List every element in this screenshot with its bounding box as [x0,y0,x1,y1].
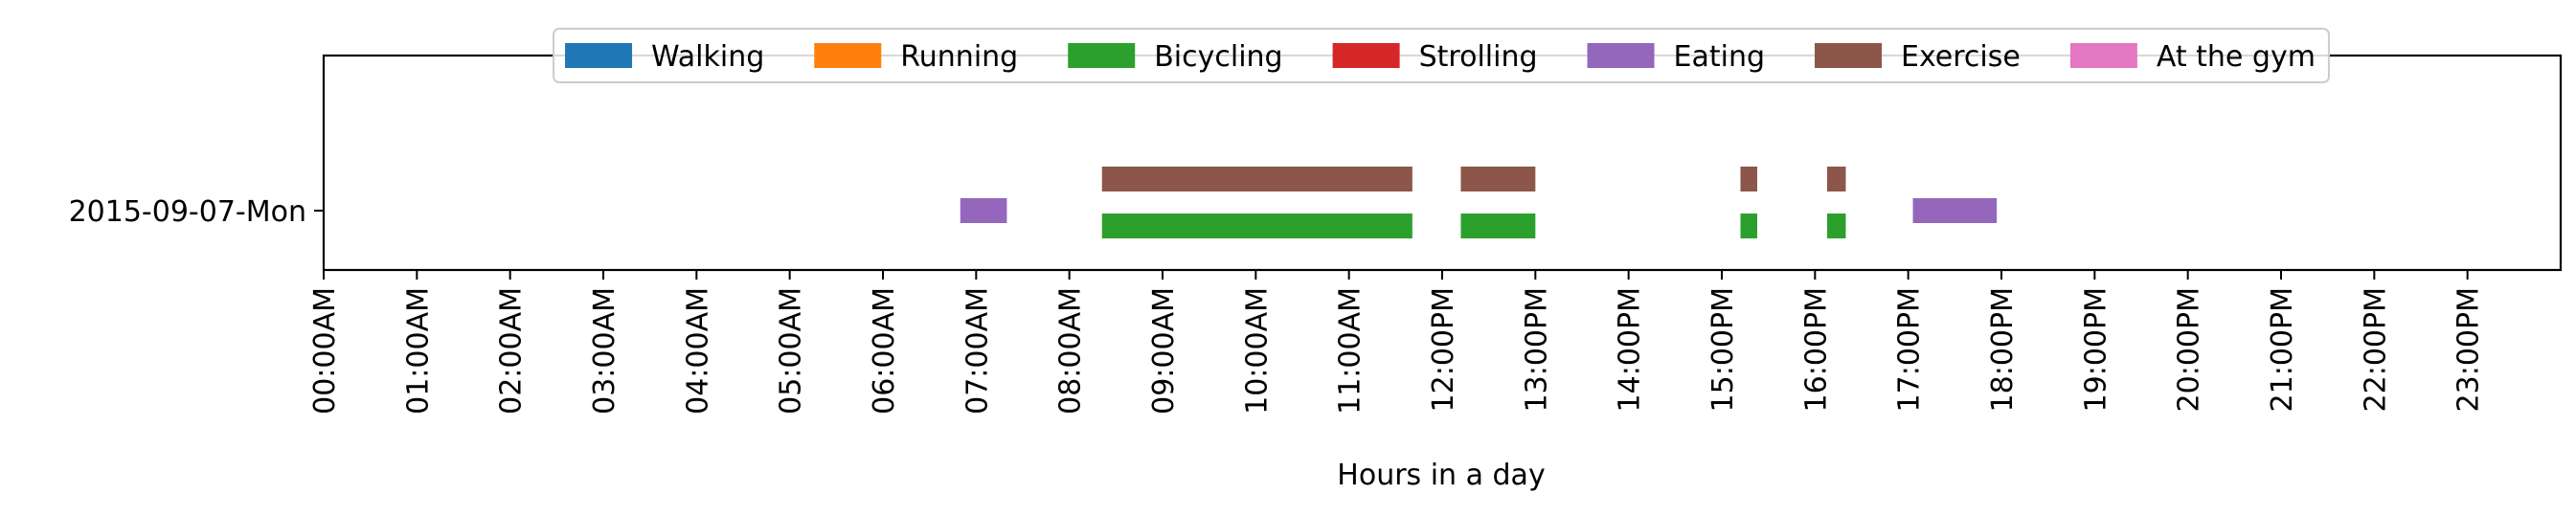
bar-exercise-3 [1826,167,1846,191]
x-tick-label-5: 05:00AM [775,287,808,415]
x-tick-label-4: 04:00AM [681,287,714,415]
bar-exercise-1 [1460,167,1536,191]
x-tick-label-9: 09:00AM [1147,287,1181,415]
bar-eating-1 [1912,198,1998,223]
y-ticks: 2015-09-07-Mon [69,195,324,229]
x-tick-label-0: 00:00AM [308,287,342,415]
legend-swatch-bicycling [1068,43,1136,68]
x-tick-label-17: 17:00PM [1893,287,1927,412]
legend-swatch-exercise [1815,43,1883,68]
legend-label-walking: Walking [651,40,764,74]
legend-label-strolling: Strolling [1419,40,1538,74]
legend: Walking Running Bicycling Strolling Eating Ex… [553,28,2330,83]
y-tick-label-0: 2015-09-07-Mon [69,195,306,229]
legend-swatch-eating [1587,43,1655,68]
x-tick-label-7: 07:00AM [960,287,994,415]
x-tick-label-3: 03:00AM [588,287,621,415]
bar-exercise-0 [1101,167,1412,191]
legend-label-eating: Eating [1674,40,1766,74]
x-tick-label-15: 15:00PM [1706,287,1740,412]
x-tick-label-12: 12:00PM [1427,287,1460,412]
legend-swatch-at-the-gym [2069,43,2137,68]
x-tick-label-11: 11:00AM [1334,287,1367,415]
x-axis-title: Hours in a day [1337,459,1545,492]
x-tick-label-23: 23:00PM [2452,287,2486,412]
x-tick-label-22: 22:00PM [2359,287,2392,412]
legend-label-at-the-gym: At the gym [2157,40,2316,74]
x-tick-label-10: 10:00AM [1240,287,1274,415]
x-tick-label-8: 08:00AM [1054,287,1088,415]
bar-bicycling-0 [1101,214,1412,238]
x-tick-label-18: 18:00PM [1986,287,2020,412]
legend-swatch-walking [565,43,633,68]
legend-swatch-strolling [1332,43,1400,68]
bar-eating-0 [960,198,1007,223]
x-tick-label-6: 06:00AM [868,287,901,415]
legend-box [553,28,2330,83]
legend-swatch-running [814,43,882,68]
x-tick-label-20: 20:00PM [2173,287,2206,412]
x-tick-label-19: 19:00PM [2079,287,2113,412]
legend-label-running: Running [900,40,1018,74]
legend-label-exercise: Exercise [1901,40,2021,74]
legend-label-bicycling: Bicycling [1154,40,1282,74]
bars-layer [960,167,1998,238]
bar-bicycling-2 [1740,214,1757,238]
plot-frame [322,54,2563,272]
x-tick-label-1: 01:00AM [401,287,435,415]
x-tick-label-21: 21:00PM [2266,287,2299,412]
x-tick-label-14: 14:00PM [1614,287,1647,412]
x-ticks: 00:00AM 01:00AM 02:00AM 03:00AM 04:00AM 05:00… [308,270,2486,415]
bar-exercise-2 [1740,167,1757,191]
bar-bicycling-1 [1460,214,1536,238]
x-tick-label-2: 02:00AM [495,287,529,415]
bar-bicycling-3 [1826,214,1846,238]
x-tick-label-13: 13:00PM [1520,287,1553,412]
x-tick-label-16: 16:00PM [1799,287,1833,412]
